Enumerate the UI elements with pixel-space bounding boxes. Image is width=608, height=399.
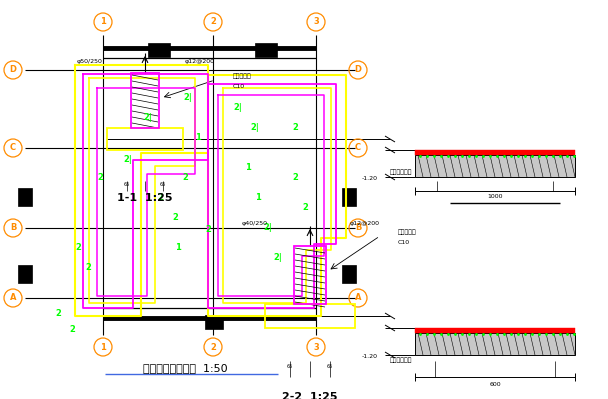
- Text: 1-1  1:25: 1-1 1:25: [117, 193, 173, 203]
- Text: φ50/250: φ50/250: [77, 59, 103, 65]
- Text: 2|: 2|: [250, 124, 260, 132]
- Text: A: A: [354, 294, 361, 302]
- Text: φ12@200: φ12@200: [185, 59, 215, 65]
- Text: φ12@200: φ12@200: [350, 221, 380, 227]
- Text: 2|: 2|: [233, 103, 243, 113]
- Text: -1.20: -1.20: [362, 354, 378, 359]
- Text: 2: 2: [205, 225, 211, 235]
- Text: 2|: 2|: [274, 253, 283, 263]
- Text: 2|: 2|: [184, 93, 193, 103]
- Text: 2: 2: [292, 124, 298, 132]
- Text: 2: 2: [210, 342, 216, 352]
- Text: 2: 2: [157, 194, 163, 203]
- Text: 2: 2: [182, 174, 188, 182]
- Bar: [415, 328, 575, 333]
- Bar: [18, 265, 32, 283]
- Text: 碎石垫石垫层: 碎石垫石垫层: [390, 357, 412, 363]
- Text: φ40/250: φ40/250: [242, 221, 268, 227]
- Text: 1: 1: [175, 243, 181, 253]
- Text: 65: 65: [160, 182, 166, 188]
- Text: D: D: [10, 65, 16, 75]
- Text: 2|: 2|: [263, 223, 272, 233]
- Text: 2|: 2|: [123, 156, 133, 164]
- Text: 65: 65: [287, 365, 293, 369]
- Text: 3: 3: [313, 342, 319, 352]
- Bar: [415, 150, 575, 155]
- Text: 1: 1: [195, 134, 201, 142]
- Bar: [205, 315, 223, 329]
- Text: 65: 65: [124, 182, 130, 188]
- Text: 1: 1: [100, 342, 106, 352]
- Text: 素混凝土柱: 素混凝土柱: [233, 73, 252, 79]
- Text: 碎石垫石垫层: 碎石垫石垫层: [390, 169, 412, 175]
- Text: 2: 2: [69, 326, 75, 334]
- Text: C: C: [355, 144, 361, 152]
- Bar: [342, 188, 356, 206]
- Bar: [255, 43, 277, 57]
- Bar: [415, 333, 575, 355]
- Bar: [148, 43, 170, 57]
- Text: 1: 1: [255, 194, 261, 203]
- Text: 2: 2: [210, 18, 216, 26]
- Bar: [415, 155, 575, 177]
- Bar: [342, 265, 356, 283]
- Text: 素混凝土柱: 素混凝土柱: [398, 229, 416, 235]
- Text: 2: 2: [85, 263, 91, 273]
- Bar: [294, 246, 326, 304]
- Text: D: D: [354, 65, 362, 75]
- Text: C: C: [10, 144, 16, 152]
- Text: B: B: [355, 223, 361, 233]
- Text: 2: 2: [172, 213, 178, 223]
- Text: A: A: [10, 294, 16, 302]
- Text: 2: 2: [302, 203, 308, 213]
- Text: 2: 2: [55, 310, 61, 318]
- Text: 2: 2: [97, 174, 103, 182]
- Text: -1.20: -1.20: [362, 176, 378, 182]
- Bar: [107, 128, 183, 150]
- Bar: [18, 188, 32, 206]
- Text: 2-2  1:25: 2-2 1:25: [282, 392, 338, 399]
- Text: C10: C10: [233, 83, 245, 89]
- Text: C10: C10: [398, 239, 410, 245]
- Text: B: B: [10, 223, 16, 233]
- Text: 传达室基础平面图  1:50: 传达室基础平面图 1:50: [143, 363, 227, 373]
- Text: 1: 1: [245, 164, 251, 172]
- Text: 2|: 2|: [143, 113, 153, 122]
- Text: 1: 1: [100, 18, 106, 26]
- Text: 1000: 1000: [487, 194, 503, 200]
- Bar: [131, 73, 159, 128]
- Text: 600: 600: [489, 383, 501, 387]
- Text: 65: 65: [327, 365, 333, 369]
- Bar: [265, 304, 355, 328]
- Text: 2: 2: [75, 243, 81, 253]
- Text: 2: 2: [292, 174, 298, 182]
- Text: 3: 3: [313, 18, 319, 26]
